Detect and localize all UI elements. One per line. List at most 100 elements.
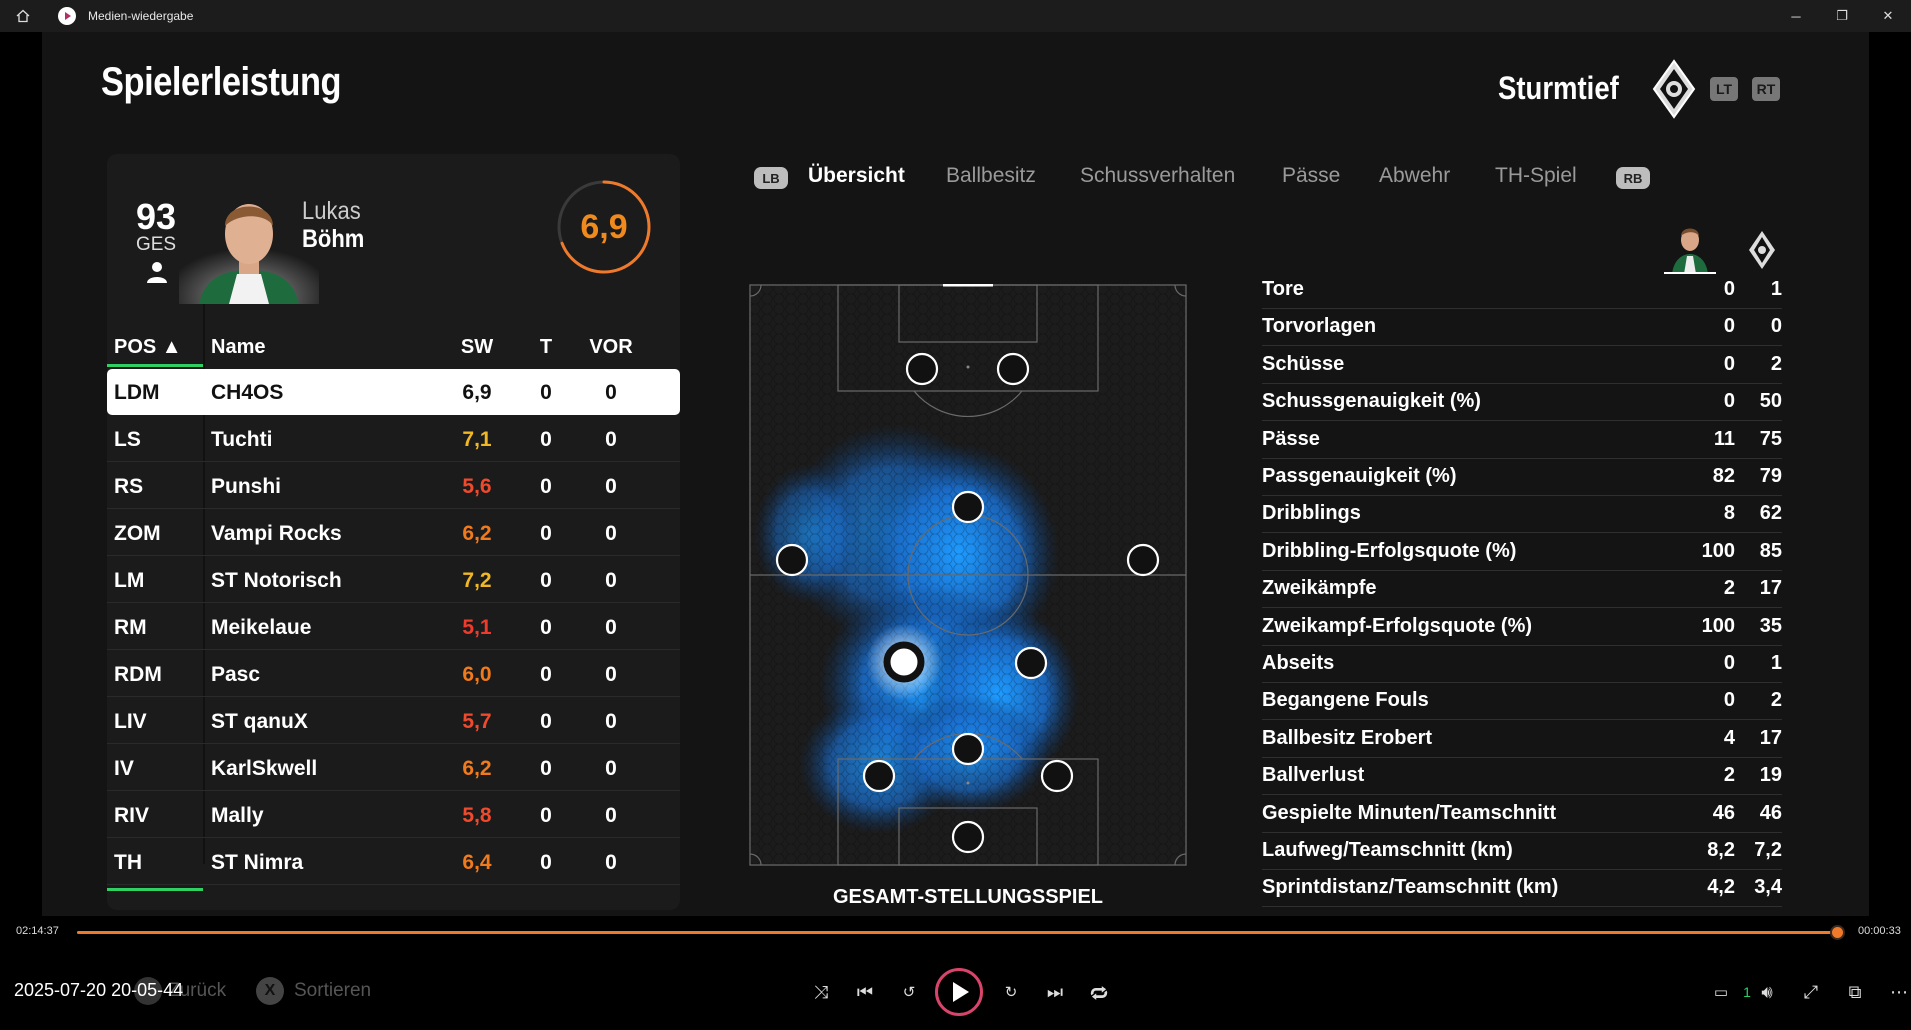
row-goals: 0 [540,569,552,592]
stat-club-value: 17 [1759,577,1782,600]
seek-bar-thumb[interactable] [1829,925,1845,940]
row-name: Meikelaue [211,616,312,639]
row-assists: 0 [605,475,617,498]
match-rating-ring [557,180,651,274]
overall-rating: 93 [135,196,177,237]
row-goals: 0 [540,757,552,780]
row-name: Mally [211,804,264,827]
row-name: KarlSkwell [211,757,318,780]
row-assists: 0 [605,381,617,404]
fullscreen-icon[interactable]: ⤢ [1803,981,1819,1002]
row-rating: 6,0 [462,663,492,686]
play-button[interactable] [935,968,983,1016]
row-name: ST qanuX [211,710,308,733]
back-label[interactable]: Zurück [168,980,227,1001]
table-row[interactable]: LM ST Notorisch 7,2 0 0 [107,557,680,603]
tab-uebersicht[interactable]: Übersicht [808,164,905,187]
game-screen: Spielerleistung Sturmtief LT RT 93 GES [42,32,1869,916]
row-rating: 7,2 [462,569,492,592]
more-options-icon[interactable]: ⋯ [1890,981,1908,1002]
stat-row: Laufweg/Teamschnitt (km) 8,2 7,2 [1262,833,1782,870]
table-row[interactable]: IV KarlSkwell 6,2 0 0 [107,745,680,791]
previous-icon[interactable]: ⏮ [856,981,874,1002]
stat-club-value: 50 [1759,390,1782,413]
table-row[interactable]: RIV Mally 5,8 0 0 [107,792,680,838]
stat-label: Passgenauigkeit (%) [1262,465,1457,487]
stat-row: Ballbesitz Erobert 4 17 [1262,721,1782,758]
column-header-vor[interactable]: VOR [589,336,633,358]
stat-label: Ballbesitz Erobert [1262,726,1433,749]
sort-indicator-bar [107,364,203,367]
stat-club-value: 19 [1759,764,1782,787]
stat-label: Ballverlust [1262,764,1365,787]
table-row[interactable]: RDM Pasc 6,0 0 0 [107,651,680,697]
table-row[interactable]: ZOM Vampi Rocks 6,2 0 0 [107,510,680,556]
stat-row: Pässe 11 75 [1262,422,1782,459]
tab-schussverhalten[interactable]: Schussverhalten [1080,164,1236,187]
seek-bar[interactable] [77,925,1845,940]
stat-player-value: 0 [1723,352,1735,375]
selected-player-marker [883,641,925,683]
volume-icon[interactable]: 🔊︎ [1761,981,1773,1002]
rt-button-icon[interactable]: RT [1752,77,1780,101]
row-pos: LS [114,428,141,451]
back-button-icon[interactable] [134,977,162,1005]
row-assists: 0 [605,428,617,451]
club-column-icon [1749,231,1775,269]
stat-label: Dribbling-Erfolgsquote (%) [1262,539,1517,562]
person-icon [147,262,167,283]
table-row[interactable]: LIV ST qanuX 5,7 0 0 [107,698,680,744]
table-row[interactable]: TH ST Nimra 6,4 0 0 [107,839,680,885]
close-button[interactable]: ✕ [1882,8,1894,23]
stat-label: Laufweg/Teamschnitt (km) [1262,839,1513,861]
table-row[interactable]: RM Meikelaue 5,1 0 0 [107,604,680,650]
sort-label[interactable]: Sortieren [294,980,372,1001]
player-portrait [179,204,319,304]
column-header-t[interactable]: T [539,336,553,358]
positioning-heatmap [749,284,1187,866]
media-app-icon [58,7,76,25]
row-name: Punshi [211,475,282,498]
row-goals: 0 [540,428,552,451]
stat-row: Dribbling-Erfolgsquote (%) 100 85 [1262,534,1782,571]
row-pos: LIV [114,710,147,733]
rewind-10-icon[interactable]: ↺ [902,984,916,1001]
restore-button[interactable]: ❐ [1836,8,1848,23]
miniplayer-icon[interactable]: ⧉ [1848,981,1862,1002]
row-name: CH4OS [211,381,284,404]
stat-row: Gespielte Minuten/Teamschnitt 46 46 [1262,796,1782,833]
stat-row: Passgenauigkeit (%) 82 79 [1262,459,1782,496]
forward-30-icon[interactable]: ↻ [1004,984,1018,1001]
stat-label: Pässe [1262,427,1320,450]
x-button-icon[interactable]: X [256,977,284,1005]
table-row[interactable]: LS Tuchti 7,1 0 0 [107,416,680,462]
column-header-name[interactable]: Name [211,336,266,358]
tab-abwehr[interactable]: Abwehr [1379,164,1451,187]
stat-club-value: 46 [1759,801,1782,824]
tab-th-spiel[interactable]: TH-Spiel [1495,164,1577,187]
lb-button-icon[interactable]: LB [754,167,788,189]
rb-button-icon[interactable]: RB [1616,167,1650,189]
table-row[interactable]: LDM CH4OS 6,9 0 0 [107,369,680,415]
stat-club-value: 3,4 [1754,876,1782,899]
column-separator [203,304,205,864]
home-icon[interactable] [0,0,46,32]
tab-paesse[interactable]: Pässe [1282,164,1341,187]
column-header-pos[interactable]: POS ▲ [114,336,182,358]
window-title: Medien-wiedergabe [88,9,194,23]
repeat-icon[interactable]: 🔁︎ [1090,983,1108,1004]
subtitles-icon[interactable]: ▭ [1713,984,1729,1001]
overall-label: GES [135,234,177,255]
column-header-sw[interactable]: SW [460,336,494,358]
stat-label: Schüsse [1262,352,1345,375]
row-name: ST Nimra [211,851,304,874]
stat-row: Dribblings 8 62 [1262,496,1782,534]
player-panel: 93 GES Lukas Böhm 6,9 POS [107,154,680,910]
minimize-button[interactable]: ─ [1791,8,1801,24]
shuffle-icon[interactable]: ⤨ [813,981,829,1002]
tab-ballbesitz[interactable]: Ballbesitz [946,164,1036,187]
next-icon[interactable]: ⏭ [1046,981,1064,1002]
table-row[interactable]: RS Punshi 5,6 0 0 [107,463,680,509]
stat-player-value: 11 [1713,427,1735,450]
lt-button-icon[interactable]: LT [1710,77,1738,101]
